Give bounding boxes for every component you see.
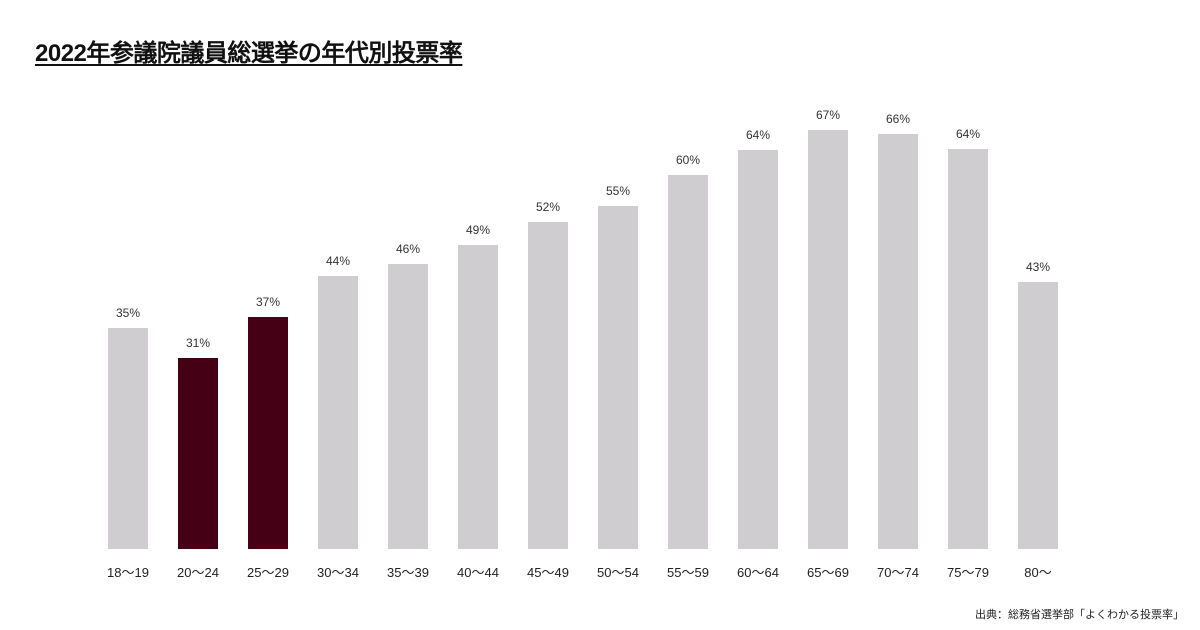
bar-35〜39 [388, 264, 428, 549]
category-label: 18〜19 [107, 565, 149, 580]
value-label: 64% [745, 128, 771, 142]
category-label: 75〜79 [947, 565, 989, 580]
category-label: 25〜29 [247, 565, 289, 580]
bar-80〜 [1018, 282, 1058, 549]
value-label: 46% [395, 242, 421, 256]
bar-20〜24 [178, 358, 218, 549]
bar-25〜29 [248, 317, 288, 549]
value-label: 55% [605, 184, 631, 198]
bar-18〜19 [108, 328, 148, 549]
value-label: 67% [815, 108, 841, 122]
bar-50〜54 [598, 206, 638, 549]
bar-40〜44 [458, 245, 498, 549]
value-label: 64% [955, 127, 981, 141]
value-label: 66% [885, 112, 911, 126]
bar-45〜49 [528, 222, 568, 549]
category-label: 30〜34 [317, 565, 359, 580]
category-label: 80〜 [1024, 565, 1052, 580]
category-label: 55〜59 [667, 565, 709, 580]
bar-70〜74 [878, 134, 918, 549]
value-label: 31% [185, 336, 211, 350]
category-label: 20〜24 [177, 565, 219, 580]
value-label: 60% [675, 153, 701, 167]
bar-60〜64 [738, 150, 778, 549]
bar-55〜59 [668, 175, 708, 549]
category-label: 65〜69 [807, 565, 849, 580]
value-label: 49% [465, 223, 491, 237]
value-label: 37% [255, 295, 281, 309]
category-label: 45〜49 [527, 565, 569, 580]
category-label: 70〜74 [877, 565, 919, 580]
value-label: 52% [535, 200, 561, 214]
category-label: 40〜44 [457, 565, 499, 580]
source-note: 出典：総務省選挙部「よくわかる投票率」 [975, 609, 1184, 621]
bar-65〜69 [808, 130, 848, 549]
value-label: 44% [325, 254, 351, 268]
category-label: 50〜54 [597, 565, 639, 580]
value-label: 43% [1025, 260, 1051, 274]
category-label: 35〜39 [387, 565, 429, 580]
value-label: 35% [115, 306, 141, 320]
bar-30〜34 [318, 276, 358, 549]
bar-75〜79 [948, 149, 988, 549]
category-label: 60〜64 [737, 565, 779, 580]
chart-title: 2022年参議院議員総選挙の年代別投票率 [35, 40, 463, 67]
